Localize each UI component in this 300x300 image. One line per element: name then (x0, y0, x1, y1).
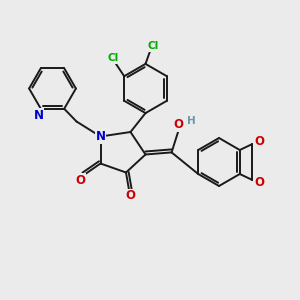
Text: O: O (254, 135, 264, 148)
Text: O: O (173, 118, 183, 131)
Text: O: O (125, 189, 136, 203)
Text: Cl: Cl (147, 41, 159, 51)
Text: O: O (254, 176, 264, 189)
Text: N: N (95, 130, 106, 143)
Text: O: O (75, 174, 85, 187)
Text: N: N (33, 109, 43, 122)
Text: Cl: Cl (107, 53, 118, 63)
Text: H: H (187, 116, 196, 127)
